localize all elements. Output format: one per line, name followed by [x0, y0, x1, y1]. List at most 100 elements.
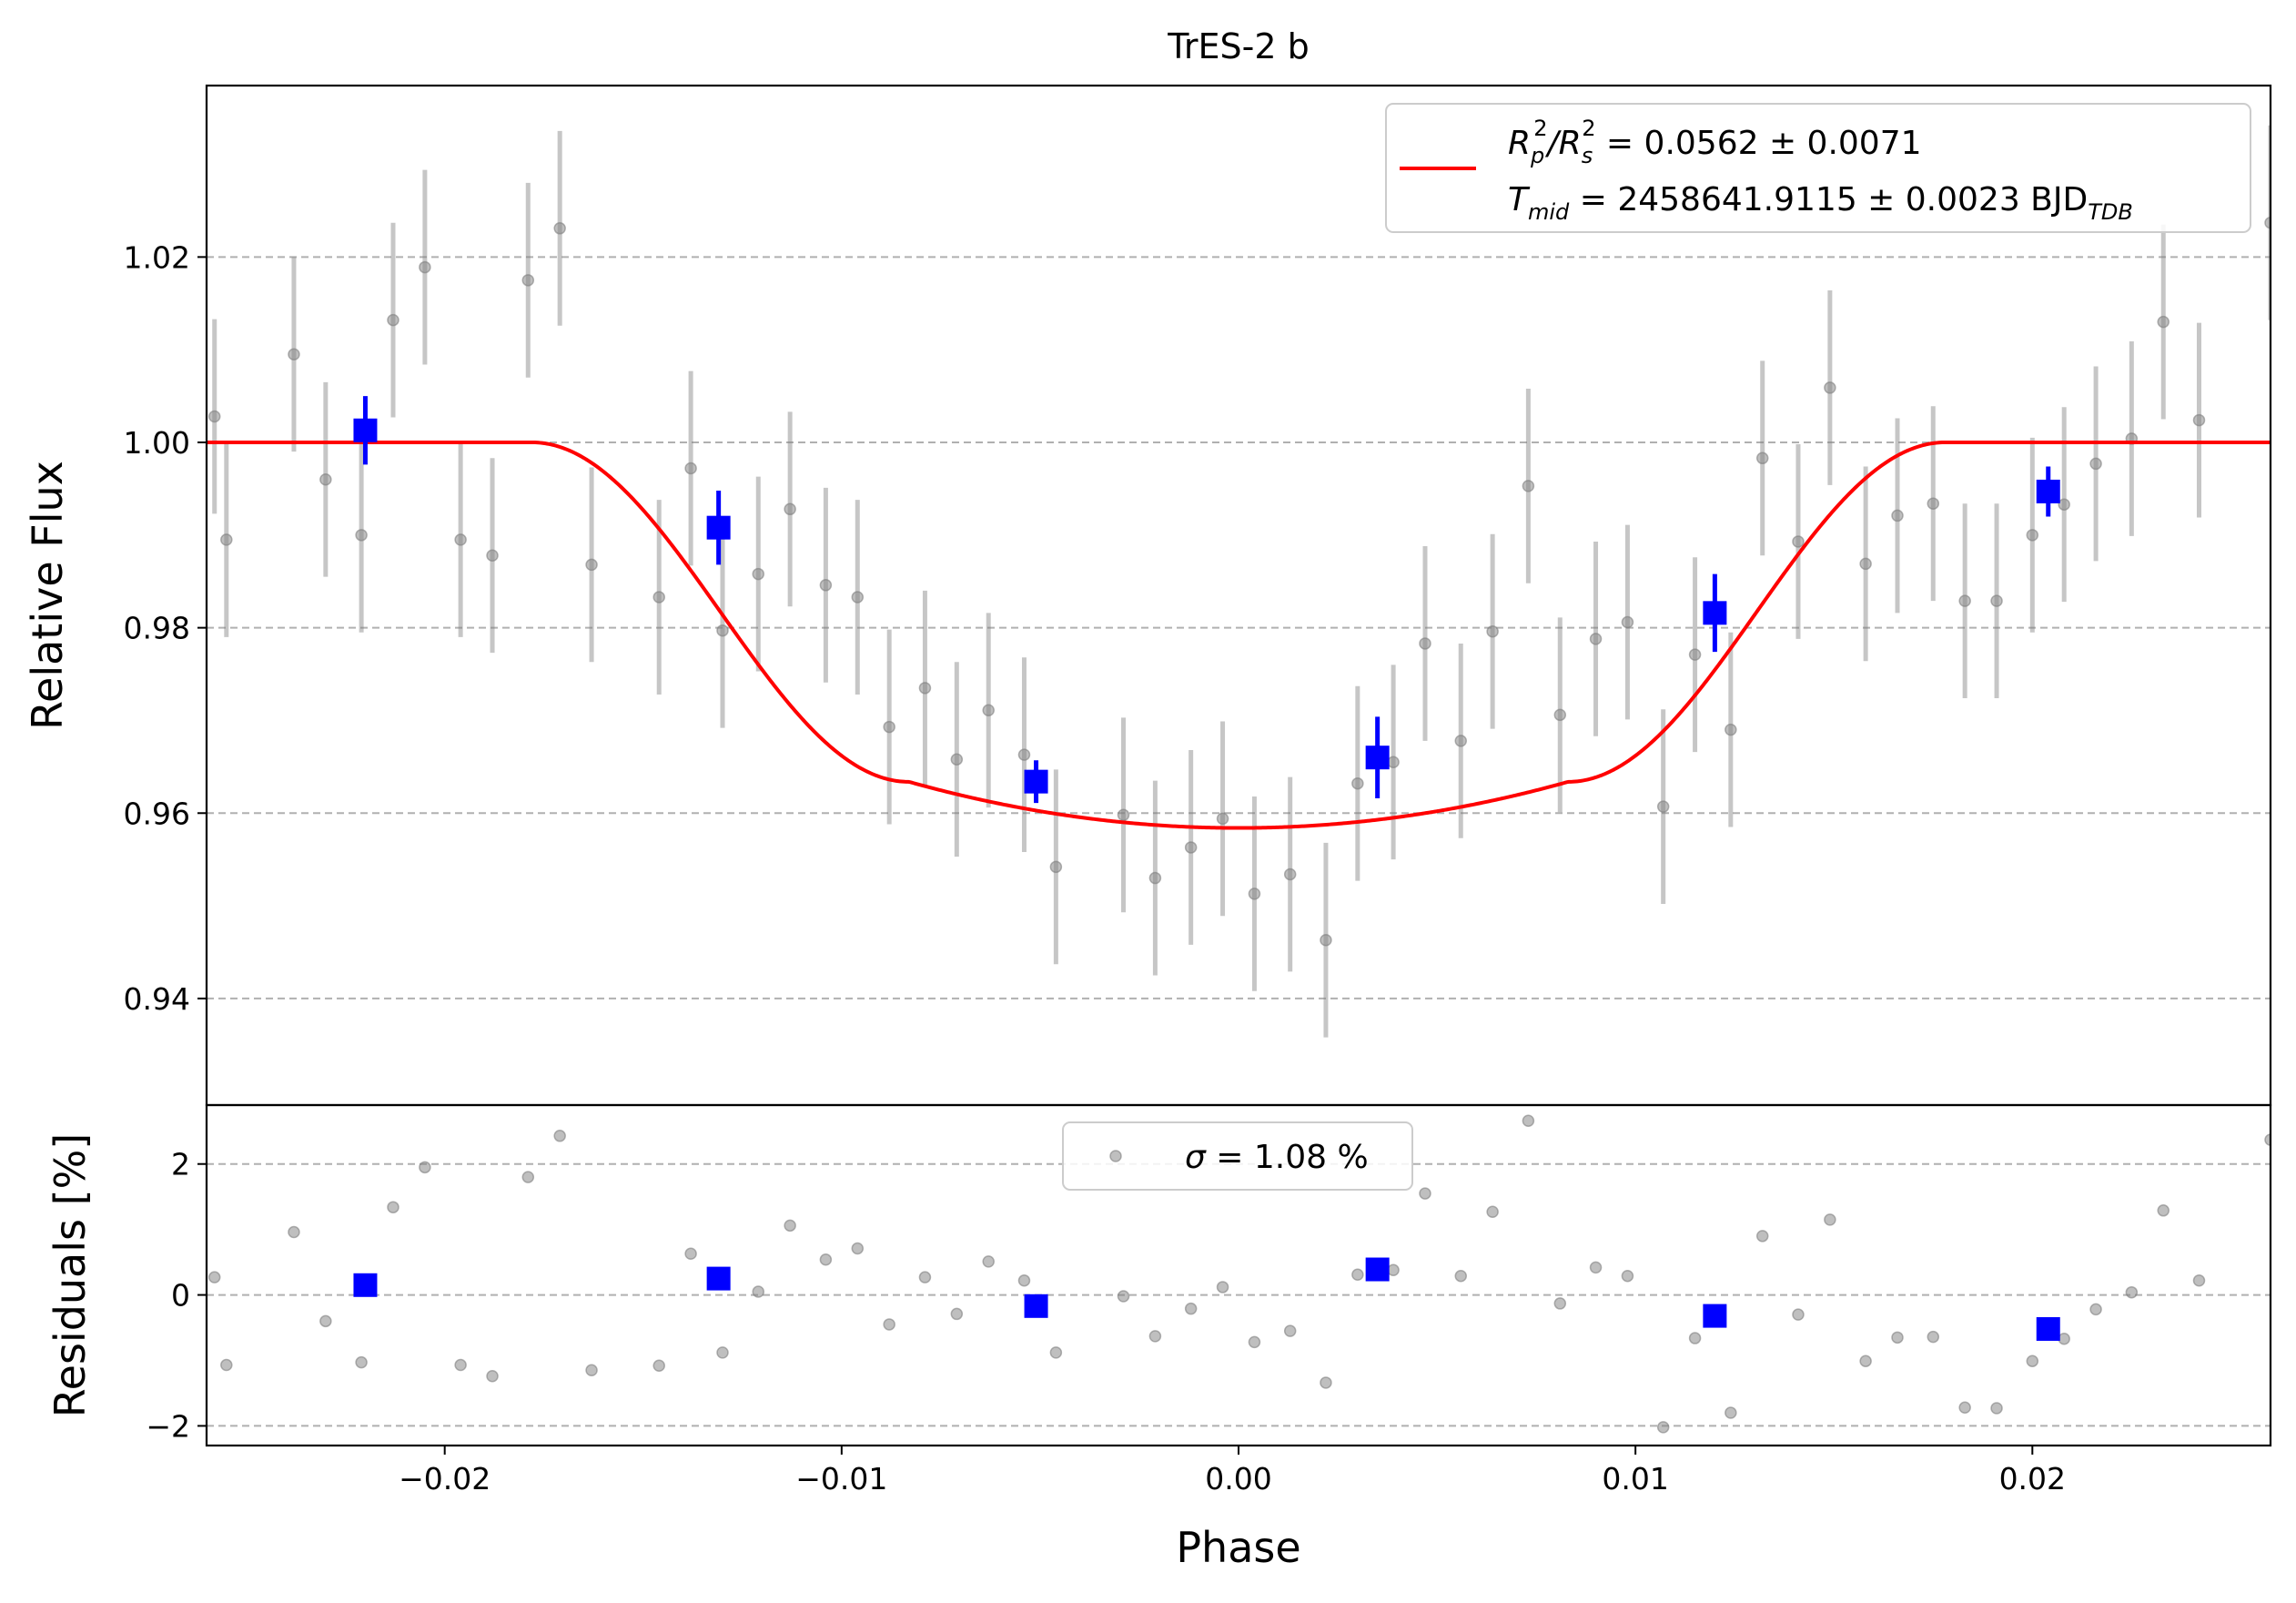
- transit-model-curve: [207, 441, 2271, 830]
- flux-y-tick-label: 0.96: [124, 796, 190, 831]
- flux-raw-point: [1248, 888, 1261, 900]
- residuals-grid: [207, 1162, 2271, 1427]
- residuals-legend-marker: [1109, 1150, 1122, 1162]
- residuals-raw-point: [950, 1307, 964, 1321]
- flux-raw-point: [1656, 800, 1670, 813]
- phase-x-tick-label: 0.01: [1602, 1461, 1668, 1496]
- phase-x-tick-label: −0.01: [795, 1461, 887, 1496]
- residuals-raw-point: [851, 1242, 865, 1255]
- residuals-raw-point: [553, 1130, 566, 1142]
- flux-raw-point: [950, 753, 964, 766]
- flux-raw-point: [419, 260, 431, 274]
- residuals-raw-point: [1621, 1269, 1634, 1283]
- residuals-raw-point: [1958, 1401, 1971, 1415]
- residuals-raw-point: [2089, 1303, 2102, 1316]
- residuals-raw-point: [1990, 1402, 2003, 1415]
- residuals-raw-point: [1589, 1261, 1603, 1274]
- flux-raw-point: [1117, 808, 1130, 822]
- flux-raw-point: [1725, 723, 1737, 736]
- flux-y-tick-label: 0.94: [124, 981, 190, 1017]
- flux-raw-point: [2089, 457, 2102, 471]
- residuals-raw-point: [883, 1318, 895, 1331]
- residuals-binned-point: [1703, 1304, 1727, 1328]
- residuals-binned-point: [353, 1273, 378, 1297]
- flux-raw-point: [1792, 535, 1805, 548]
- residuals-binned-point: [706, 1266, 731, 1291]
- flux-binned-point: [1703, 601, 1727, 625]
- residuals-y-tick-label: 0: [171, 1278, 190, 1314]
- flux-raw-point: [454, 533, 467, 546]
- flux-raw-point: [784, 502, 796, 516]
- flux-raw-point: [387, 313, 400, 327]
- flux-raw-point: [1522, 480, 1535, 492]
- flux-raw-point: [2264, 216, 2271, 229]
- residuals-raw-point: [752, 1285, 765, 1298]
- phase-x-label: Phase: [1176, 1523, 1300, 1572]
- residuals-raw-point: [2264, 1133, 2271, 1146]
- flux-raw-point: [1454, 735, 1467, 747]
- residuals-legend-box: [1062, 1121, 1413, 1191]
- residuals-raw-point: [387, 1201, 400, 1213]
- flux-raw-point: [521, 274, 535, 287]
- flux-raw-point: [486, 549, 499, 562]
- flux-raw-point: [1351, 776, 1364, 790]
- residuals-binned-point: [2036, 1316, 2060, 1341]
- flux-raw-point: [1891, 509, 1904, 522]
- residuals-raw-point: [319, 1314, 332, 1328]
- residuals-raw-point: [1755, 1230, 1769, 1243]
- residuals-raw-point: [1656, 1421, 1670, 1434]
- flux-raw-point: [1017, 748, 1031, 761]
- flux-raw-point: [1283, 867, 1297, 881]
- flux-raw-point: [355, 529, 368, 542]
- flux-binned-points: [353, 396, 2060, 804]
- residuals-raw-point: [1859, 1354, 1872, 1367]
- residuals-binned-point: [1024, 1294, 1048, 1318]
- flux-raw-point: [652, 591, 665, 604]
- flux-raw-point: [1927, 497, 1940, 510]
- residuals-raw-point: [1792, 1308, 1805, 1321]
- phase-x-tick-label: 0.02: [1999, 1461, 2066, 1496]
- flux-raw-point: [918, 682, 932, 695]
- residuals-raw-point: [1725, 1406, 1737, 1419]
- residuals-raw-point: [288, 1225, 300, 1239]
- flux-y-tick-label: 0.98: [124, 611, 190, 646]
- legend-mid-time: Tmid = 2458641.9115 ± 0.0023 BJDTDB: [1508, 181, 2133, 225]
- flux-binned-point: [1365, 746, 1390, 770]
- residuals-raw-point: [1017, 1274, 1031, 1287]
- phase-x-ticks: −0.02 −0.01 0.00 0.01 0.02: [399, 1446, 2066, 1496]
- residuals-binned-point: [1365, 1257, 1390, 1282]
- residuals-raw-point: [454, 1358, 467, 1372]
- phase-x-tick-label: −0.02: [399, 1461, 491, 1496]
- flux-raw-point: [1553, 708, 1567, 722]
- flux-y-tick-label: 1.00: [124, 425, 190, 461]
- flux-raw-point: [1755, 451, 1769, 465]
- residuals-raw-point: [1216, 1281, 1229, 1294]
- residuals-binned-points: [353, 1257, 2060, 1341]
- flux-raw-point: [1990, 594, 2003, 607]
- flux-raw-point: [1320, 934, 1332, 947]
- residuals-raw-point: [2192, 1274, 2206, 1287]
- residuals-raw-point: [1184, 1302, 1198, 1315]
- residuals-raw-point: [819, 1253, 833, 1266]
- residuals-raw-point: [1454, 1269, 1467, 1283]
- flux-raw-point: [2192, 413, 2206, 427]
- residuals-raw-point: [1824, 1213, 1836, 1226]
- flux-binned-point: [353, 418, 378, 442]
- flux-raw-point: [1216, 812, 1229, 826]
- residuals-panel: −2 0 2 −0.02 −0.01 0.00 0.01 0.02 Residuals [%…: [46, 1103, 2272, 1572]
- flux-binned-point: [2036, 479, 2060, 503]
- flux-raw-point: [1589, 633, 1603, 645]
- residuals-raw-point: [652, 1359, 665, 1373]
- residuals-raw-point: [1351, 1268, 1364, 1282]
- legend-radius-ratio: Rp2/Rs2 = 0.0562 ± 0.0071: [1508, 116, 1922, 168]
- residuals-raw-points: [207, 1114, 2271, 1434]
- residuals-raw-point: [982, 1255, 995, 1268]
- residuals-raw-point: [1049, 1346, 1063, 1359]
- residuals-raw-point: [1891, 1331, 1904, 1344]
- residuals-legend-sigma: σ = 1.08 %: [1185, 1139, 1369, 1176]
- residuals-raw-point: [1419, 1187, 1431, 1200]
- residuals-axes-frame: [205, 1103, 2272, 1447]
- flux-raw-point: [585, 558, 598, 572]
- flux-raw-point: [1958, 594, 1971, 607]
